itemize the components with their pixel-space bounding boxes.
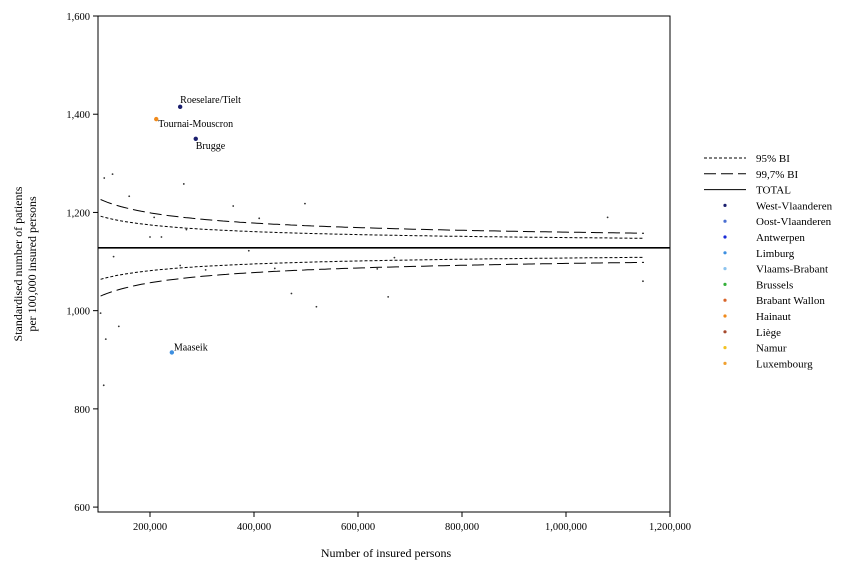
legend-marker-12 [723,346,727,350]
data-point-12 [606,216,609,219]
x-axis-title: Number of insured persons [321,546,452,560]
legend-marker-9 [723,298,727,302]
legend: 95% BI 99,7% BI TOTAL West-Vlaanderen Oost-V… [704,153,833,370]
data-point-18 [315,305,318,308]
data-point-4 [153,216,156,219]
data-point-15 [204,268,207,271]
legend-marker-13 [723,361,727,365]
data-point-11 [304,202,306,205]
x-tick-label-0: 200,000 [133,522,167,533]
data-point-5 [160,236,163,238]
x-tick-label-4: 1,000,000 [545,522,587,533]
data-point-6 [182,183,185,185]
point-label-0: Roeselare/Tielt [180,95,241,106]
legend-label-4: Oost-Vlaanderen [756,216,832,228]
data-point-17 [290,292,293,295]
legend-label-11: Liège [756,327,781,339]
y-tick-label-1: 800 [74,405,90,416]
legend-label-7: Vlaams-Brabant [756,264,828,276]
legend-marker-8 [723,282,727,286]
legend-label-5: Antwerpen [756,232,805,244]
y-tick-label-2: 1,000 [66,307,90,318]
y-tick-label-0: 600 [74,503,90,514]
y-tick-label-3: 1,200 [66,208,90,219]
legend-marker-4 [723,219,727,223]
legend-label-13: Luxembourg [756,358,813,370]
legend-marker-7 [723,267,727,271]
data-point-13 [112,255,115,258]
data-point-1 [111,173,114,176]
point-label-1: Tournai-Mouscron [158,119,233,130]
x-tick-label-3: 800,000 [445,522,479,533]
data-point-19 [376,268,379,270]
ci997-lower-curve [100,261,644,297]
data-point-24 [104,338,107,341]
data-point-16 [273,267,276,270]
legend-label-8: Brussels [756,279,793,291]
ci997-upper-curve [100,199,644,234]
point-label-2: Brugge [196,141,226,152]
legend-label-3: West-Vlaanderen [756,200,833,212]
plot-frame [97,15,671,513]
data-point-3 [149,236,151,238]
legend-label-0: 95% BI [756,153,790,165]
y-axis-title-line-1: Standardised number of patients [11,186,25,341]
y-tick-label-5: 1,600 [66,12,90,23]
labeled-point-3 [169,350,175,355]
legend-label-1: 99,7% BI [756,169,799,181]
legend-label-6: Limburg [756,248,795,260]
data-point-22 [642,280,644,283]
legend-marker-6 [723,251,727,255]
data-point-23 [99,312,102,315]
legend-marker-10 [723,314,727,318]
data-point-20 [387,296,390,298]
data-point-8 [232,205,235,207]
y-axis-title-line-2: per 100,000 insured persons [25,196,39,332]
legend-label-2: TOTAL [756,185,791,197]
y-tick-label-4: 1,400 [66,110,90,121]
labeled-point-0 [177,104,183,110]
legend-label-9: Brabant Wallon [756,295,825,307]
labeled-point-1 [154,116,159,122]
data-point-0 [103,177,106,179]
ci95-lower-curve [100,256,645,280]
x-tick-label-2: 600,000 [341,522,375,533]
legend-marker-3 [723,203,727,207]
legend-label-10: Hainaut [756,311,791,323]
data-point-9 [247,249,250,252]
data-point-25 [117,325,120,328]
x-tick-label-1: 400,000 [237,522,271,533]
data-point-7 [185,228,188,231]
data-point-26 [102,384,105,387]
point-label-3: Maaseik [174,342,208,353]
ci95-upper-curve [100,215,645,239]
legend-label-12: Namur [756,343,787,355]
data-point-14 [179,264,182,267]
x-tick-label-5: 1,200,000 [649,522,691,533]
data-point-2 [128,195,131,198]
labeled-point-2 [193,136,198,141]
data-point-21 [393,256,396,259]
data-point-10 [258,217,261,220]
legend-marker-5 [723,235,727,239]
legend-marker-11 [723,330,727,334]
